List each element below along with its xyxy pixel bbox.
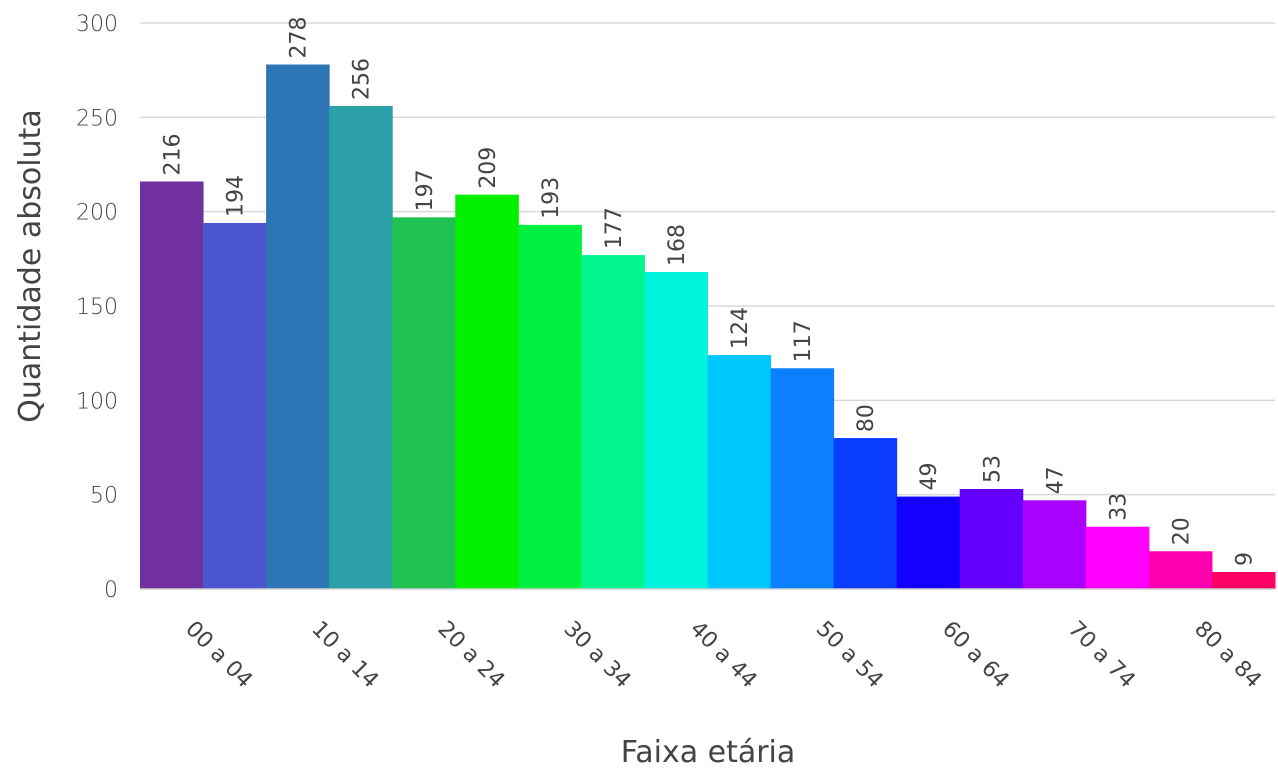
y-tick-label: 0 xyxy=(104,578,118,603)
bar xyxy=(455,194,519,590)
bar xyxy=(140,181,204,590)
data-label: 216 xyxy=(161,133,186,175)
data-label: 193 xyxy=(539,177,564,219)
bar xyxy=(644,272,708,589)
y-tick-label: 200 xyxy=(76,201,118,226)
bar xyxy=(896,496,961,589)
bar xyxy=(518,224,582,589)
data-label: 53 xyxy=(980,455,1005,483)
x-tick-label: 30 a 34 xyxy=(559,617,636,694)
bar xyxy=(392,217,456,589)
data-label: 168 xyxy=(665,224,690,266)
bar xyxy=(266,64,330,590)
y-tick-label: 150 xyxy=(76,295,118,320)
bar xyxy=(1148,551,1213,589)
y-tick-label: 100 xyxy=(76,389,118,414)
bar xyxy=(581,255,645,589)
y-tick-label: 250 xyxy=(76,106,118,131)
x-axis-ticks: 00 a 04 10 a 14 20 a 24 30 a 34 40 a 44 50 a … xyxy=(180,617,1266,694)
bar xyxy=(329,106,393,589)
bar xyxy=(1022,500,1087,589)
x-axis-title: Faixa etária xyxy=(621,735,796,770)
data-label: 20 xyxy=(1169,517,1194,545)
data-label: 194 xyxy=(224,175,249,217)
x-tick-label: 00 a 04 xyxy=(180,617,257,694)
bar xyxy=(707,355,772,589)
bar xyxy=(1211,572,1276,589)
data-label: 80 xyxy=(854,404,879,432)
bar xyxy=(959,489,1024,589)
data-label: 47 xyxy=(1043,466,1068,494)
data-label: 117 xyxy=(791,320,816,362)
bar xyxy=(833,438,898,589)
y-axis-title: Quantidade absoluta xyxy=(13,109,48,423)
bars xyxy=(140,64,1276,590)
data-label: 49 xyxy=(917,463,942,491)
y-tick-label: 50 xyxy=(90,484,118,509)
x-tick-label: 60 a 64 xyxy=(937,617,1014,694)
bar xyxy=(1085,526,1150,589)
data-label: 33 xyxy=(1106,493,1131,521)
data-label: 197 xyxy=(413,169,438,211)
data-label: 209 xyxy=(476,147,501,189)
y-axis-ticks: 0 50 100 150 200 250 300 xyxy=(76,12,118,603)
data-label: 278 xyxy=(287,17,312,59)
data-label: 256 xyxy=(350,58,375,100)
x-tick-label: 70 a 74 xyxy=(1063,617,1140,694)
x-tick-label: 80 a 84 xyxy=(1189,617,1266,694)
bar xyxy=(203,222,267,589)
x-tick-label: 40 a 44 xyxy=(685,617,762,694)
data-label: 9 xyxy=(1232,552,1257,566)
x-tick-label: 50 a 54 xyxy=(811,617,888,694)
x-tick-label: 20 a 24 xyxy=(433,617,510,694)
y-tick-label: 300 xyxy=(76,12,118,37)
bar xyxy=(770,368,835,589)
x-tick-label: 10 a 14 xyxy=(306,617,383,694)
data-label: 124 xyxy=(728,307,753,349)
data-label: 177 xyxy=(602,207,627,249)
